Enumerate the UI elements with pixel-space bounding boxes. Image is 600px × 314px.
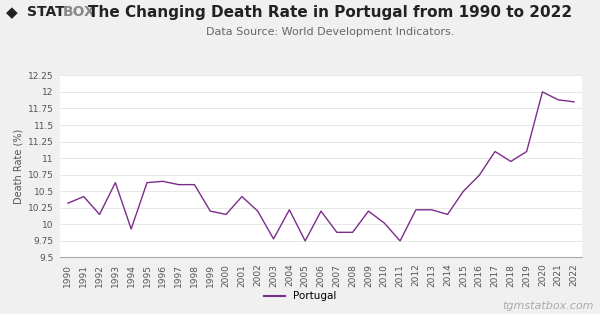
Text: The Changing Death Rate in Portugal from 1990 to 2022: The Changing Death Rate in Portugal from… <box>88 5 572 20</box>
Y-axis label: Death Rate (%): Death Rate (%) <box>14 129 24 204</box>
Text: BOX: BOX <box>63 5 96 19</box>
Text: Data Source: World Development Indicators.: Data Source: World Development Indicator… <box>206 27 454 37</box>
Text: tgmstatbox.com: tgmstatbox.com <box>503 301 594 311</box>
Legend: Portugal: Portugal <box>260 287 340 306</box>
Text: STAT: STAT <box>27 5 65 19</box>
Text: ◆: ◆ <box>6 5 18 20</box>
